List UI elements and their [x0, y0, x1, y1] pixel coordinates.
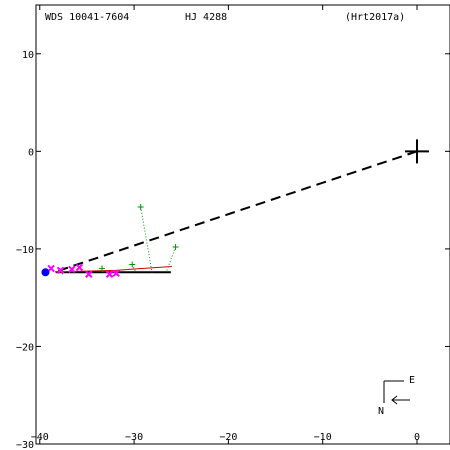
green-observation-marker — [172, 243, 179, 250]
green-observation-marker — [99, 265, 106, 272]
primary-star-marker — [404, 139, 429, 164]
reference-label: (Hrt2017a) — [345, 12, 405, 23]
magenta-observation-marker — [75, 263, 84, 272]
line-of-nodes — [56, 150, 418, 273]
magenta-observation-marker — [56, 266, 65, 275]
latest-position-dot — [41, 268, 50, 277]
green-observation-marker — [137, 203, 144, 210]
residual-line — [165, 246, 177, 273]
green-observation-marker — [129, 261, 136, 268]
y-tick-label: −10 — [16, 245, 34, 256]
wds-id-label: WDS 10041-7604 — [45, 12, 129, 23]
residual-line — [131, 264, 137, 273]
magenta-observation-marker — [105, 270, 114, 278]
compass-north-label: N — [378, 406, 384, 417]
magenta-observation-marker — [47, 264, 55, 273]
x-tick-label: −10 — [314, 432, 332, 443]
x-tick-label: −40 — [31, 432, 49, 443]
primary-star-layer — [404, 139, 429, 164]
line-of-nodes-layer — [56, 150, 418, 273]
magenta-observation-marker — [112, 269, 120, 277]
observation-markers — [41, 203, 179, 278]
x-tick-label: −20 — [219, 432, 237, 443]
x-tick-label: −30 — [125, 432, 143, 443]
y-tick-label: −30 — [16, 440, 34, 450]
y-tick-label: 0 — [28, 147, 34, 158]
compass-east-label: E — [409, 375, 415, 386]
compass-arrow-head — [391, 395, 398, 405]
y-tick-label: −20 — [16, 342, 34, 353]
y-tick-label: 10 — [22, 50, 34, 61]
plot-frame — [35, 4, 450, 445]
x-tick-label: 0 — [414, 432, 420, 443]
discoverer-label: HJ 4288 — [185, 12, 227, 23]
magenta-observation-marker — [85, 270, 93, 278]
magenta-observation-marker — [68, 265, 76, 274]
residual-line — [140, 206, 153, 273]
compass: E N — [378, 375, 415, 417]
